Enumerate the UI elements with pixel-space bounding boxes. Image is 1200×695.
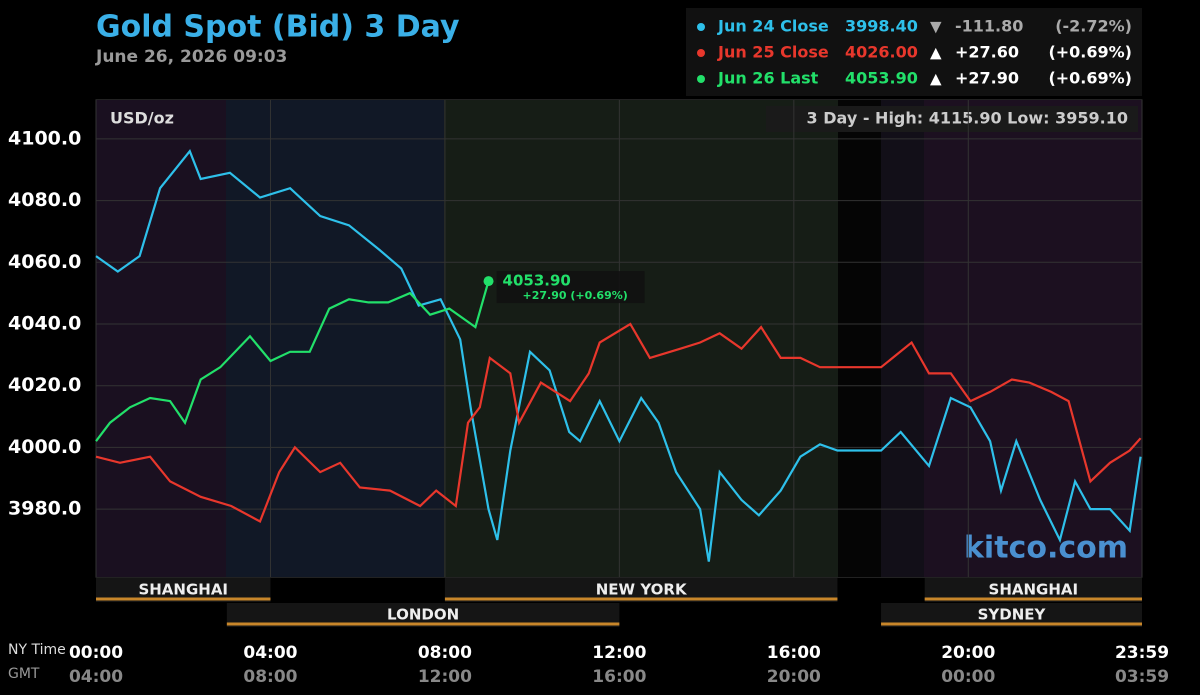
legend-name: Jun 26 Last — [717, 69, 819, 88]
legend-change-pct: (+0.69%) — [1048, 43, 1132, 62]
x2-tick-label: 04:00 — [69, 667, 123, 687]
y-tick-label: 4060.0 — [8, 251, 81, 273]
x2-tick-label: 12:00 — [418, 667, 472, 687]
legend-change-pct: (-2.72%) — [1055, 17, 1132, 36]
legend-box — [686, 8, 1142, 96]
legend-name: Jun 24 Close — [717, 17, 829, 36]
session-label: SHANGHAI — [989, 581, 1079, 599]
range-annotation: 3 Day - High: 4115.90 Low: 3959.10 — [807, 109, 1128, 128]
watermark: kitco.com — [964, 531, 1128, 566]
legend-change: +27.90 — [955, 69, 1019, 88]
y-tick-label: 4040.0 — [8, 312, 81, 334]
y-tick-label: 4080.0 — [8, 189, 81, 211]
band — [838, 100, 881, 577]
y-tick-label: 4100.0 — [8, 127, 81, 149]
legend-change: +27.60 — [955, 43, 1019, 62]
legend-direction: ▲ — [930, 44, 942, 62]
x-tick-label: 08:00 — [418, 643, 472, 663]
last-change: +27.90 (+0.69%) — [523, 289, 628, 302]
last-price: 4053.90 — [503, 272, 571, 290]
session-label: SYDNEY — [978, 606, 1047, 624]
annotation-box — [766, 106, 1138, 132]
legend-direction: ▲ — [930, 70, 942, 88]
legend-change: -111.80 — [955, 17, 1023, 36]
legend-dot — [697, 49, 705, 57]
session-label: SHANGHAI — [138, 581, 228, 599]
x-tick-label: 04:00 — [243, 643, 297, 663]
x2-axis-label: GMT — [8, 666, 40, 682]
x2-tick-label: 20:00 — [767, 667, 821, 687]
x-tick-label: 12:00 — [592, 643, 646, 663]
x-tick-label: 23:59 — [1115, 643, 1169, 663]
y-tick-label: 4020.0 — [8, 374, 81, 396]
series-line — [95, 149, 1142, 562]
unit-label: USD/oz — [110, 109, 174, 128]
x-tick-label: 16:00 — [767, 643, 821, 663]
subtitle: June 26, 2026 09:03 — [95, 47, 287, 67]
x2-tick-label: 03:59 — [1115, 667, 1169, 687]
last-point — [483, 276, 494, 287]
x-axis-label: NY Time — [8, 642, 66, 658]
session-label: NEW YORK — [596, 581, 688, 599]
chart-title: Gold Spot (Bid) 3 Day — [96, 10, 460, 45]
last-label-box — [496, 271, 645, 304]
x2-tick-label: 08:00 — [243, 667, 297, 687]
band — [444, 100, 838, 577]
legend-price: 4026.00 — [845, 43, 918, 62]
band — [96, 100, 226, 577]
series-line — [95, 280, 490, 442]
session-label: LONDON — [387, 606, 459, 624]
y-tick-label: 3980.0 — [8, 498, 81, 520]
band — [924, 100, 1142, 577]
x-tick-label: 00:00 — [69, 643, 123, 663]
x2-tick-label: 16:00 — [592, 667, 646, 687]
legend-dot — [697, 75, 705, 83]
band — [881, 100, 924, 577]
legend-price: 3998.40 — [845, 17, 918, 36]
band — [226, 100, 444, 577]
y-tick-label: 4000.0 — [8, 436, 81, 458]
legend-name: Jun 25 Close — [717, 43, 829, 62]
series-line — [95, 322, 1142, 524]
x-tick-label: 20:00 — [941, 643, 995, 663]
legend-direction: ▼ — [930, 18, 942, 36]
legend-dot — [697, 23, 705, 31]
legend-change-pct: (+0.69%) — [1048, 69, 1132, 88]
x2-tick-label: 00:00 — [941, 667, 995, 687]
legend-price: 4053.90 — [845, 69, 918, 88]
